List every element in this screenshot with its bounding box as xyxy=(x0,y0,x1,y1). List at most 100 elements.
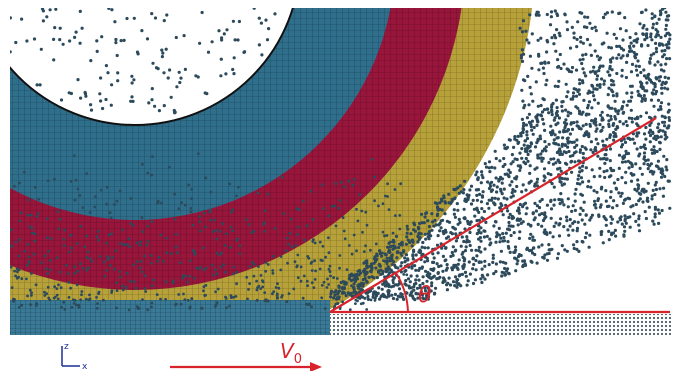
particle xyxy=(78,305,81,308)
particle xyxy=(662,155,665,158)
particle xyxy=(75,179,78,182)
particle xyxy=(576,20,579,23)
particle xyxy=(471,267,474,270)
particle xyxy=(554,36,557,39)
particle xyxy=(464,217,467,220)
particle xyxy=(180,201,183,204)
particle xyxy=(400,242,403,245)
particle xyxy=(624,218,627,221)
particle xyxy=(625,120,628,123)
particle xyxy=(631,138,634,141)
particle xyxy=(562,203,565,206)
particle xyxy=(47,286,50,289)
particle xyxy=(405,273,408,276)
particle xyxy=(565,95,568,98)
particle xyxy=(520,89,523,92)
particle xyxy=(524,139,527,142)
particle xyxy=(573,87,576,90)
particle xyxy=(399,182,402,185)
particle xyxy=(35,215,38,218)
particle xyxy=(338,286,341,289)
particle xyxy=(520,190,523,193)
particle xyxy=(348,180,351,183)
particle xyxy=(286,237,289,240)
particle xyxy=(540,104,543,107)
particle xyxy=(551,113,554,116)
particle xyxy=(621,161,624,164)
particle xyxy=(47,179,50,182)
particle xyxy=(475,268,478,271)
particle xyxy=(364,274,367,277)
particle xyxy=(121,285,124,288)
particle xyxy=(105,203,108,206)
particle xyxy=(458,258,461,261)
particle xyxy=(212,274,215,277)
particle xyxy=(165,251,168,254)
particle xyxy=(618,154,621,157)
particle xyxy=(401,296,404,299)
particle xyxy=(622,122,625,125)
particle xyxy=(480,207,483,210)
particle xyxy=(211,264,214,267)
particle xyxy=(487,207,490,210)
particle xyxy=(569,123,572,126)
particle xyxy=(484,221,487,224)
particle xyxy=(179,261,182,264)
particle xyxy=(585,148,588,151)
particle xyxy=(99,76,102,79)
particle xyxy=(652,170,655,173)
particle xyxy=(64,308,67,311)
particle xyxy=(412,250,415,253)
particle xyxy=(665,165,668,168)
particle xyxy=(663,49,666,52)
particle xyxy=(331,205,334,208)
particle xyxy=(314,270,317,273)
particle xyxy=(557,252,560,255)
particle xyxy=(273,12,276,15)
particle xyxy=(517,135,520,138)
particle xyxy=(615,188,618,191)
particle xyxy=(666,46,669,49)
particle xyxy=(619,218,622,221)
particle xyxy=(403,270,406,273)
particle xyxy=(105,64,108,67)
particle xyxy=(514,245,517,248)
particle xyxy=(132,264,135,267)
particle xyxy=(549,231,552,234)
particle xyxy=(188,275,191,278)
particle xyxy=(306,224,309,227)
particle xyxy=(238,20,241,23)
particle xyxy=(573,160,576,163)
particle xyxy=(210,191,213,194)
particle xyxy=(84,92,87,95)
particle xyxy=(255,280,258,283)
particle xyxy=(516,217,519,220)
particle xyxy=(18,182,21,185)
particle xyxy=(453,213,456,216)
particle xyxy=(152,279,155,282)
particle xyxy=(554,85,557,88)
particle xyxy=(479,231,482,234)
particle xyxy=(344,237,347,240)
simulation-image: θ V0 z x xyxy=(0,0,674,371)
particle xyxy=(73,265,76,268)
particle xyxy=(463,180,466,183)
particle xyxy=(495,157,498,160)
particle xyxy=(486,202,489,205)
particle xyxy=(607,230,610,233)
velocity-arrow-head xyxy=(310,362,322,371)
particle xyxy=(544,83,547,86)
particle xyxy=(610,190,613,193)
particle xyxy=(126,243,129,246)
particle xyxy=(624,141,627,144)
particle xyxy=(537,55,540,58)
particle xyxy=(564,118,567,121)
particle xyxy=(644,210,647,213)
particle xyxy=(563,121,566,124)
particle xyxy=(480,200,483,203)
particle xyxy=(647,182,650,185)
particle xyxy=(537,223,540,226)
particle xyxy=(579,40,582,43)
particle xyxy=(69,287,72,290)
particle xyxy=(398,287,401,290)
